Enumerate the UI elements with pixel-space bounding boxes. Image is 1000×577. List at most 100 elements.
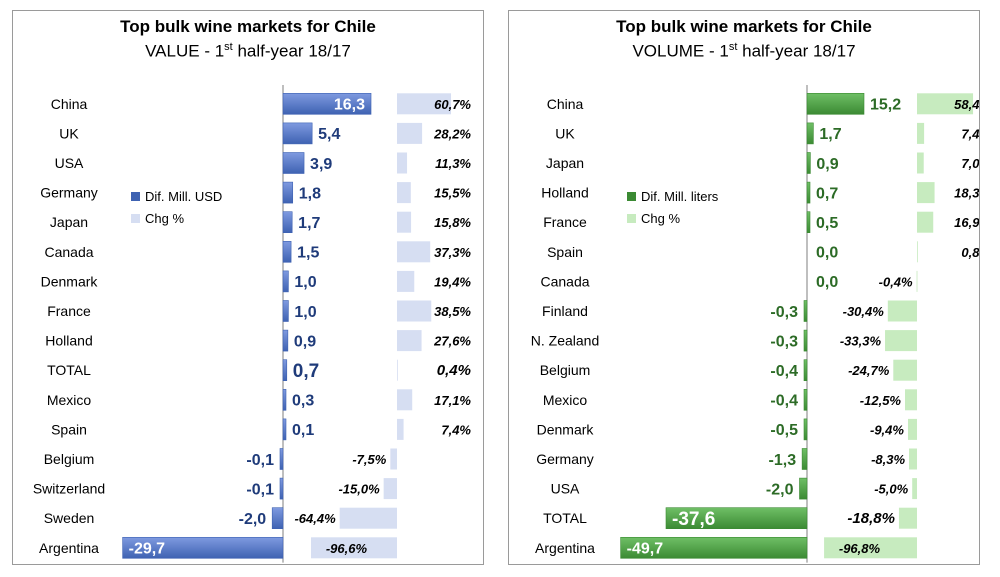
dif-bar-uk (806, 122, 814, 145)
chg-bar-holland (397, 330, 422, 352)
dif-label-china: 16,3 (334, 97, 365, 114)
chg-label-switzerland: -15,0% (338, 482, 380, 497)
chg-label-usa: -5,0% (874, 482, 908, 497)
chg-label-france: 38,5% (434, 304, 471, 319)
chg-label-argentina: -96,8% (839, 541, 881, 556)
dif-bar-total (665, 507, 808, 530)
dif-bar-holland (806, 181, 811, 204)
category-label-switzerland: Switzerland (33, 481, 105, 497)
category-label-total: TOTAL (47, 362, 91, 378)
dif-label-switzerland: -0,1 (246, 481, 274, 498)
chg-label-denmark: 19,4% (434, 274, 471, 289)
category-label-japan: Japan (546, 155, 584, 171)
chg-bar-denmark (397, 270, 415, 292)
chg-bar-china (397, 93, 452, 115)
category-label-china: China (547, 96, 584, 112)
legend-item-dif: Dif. Mill. USD (131, 185, 222, 207)
dif-label-holland: 0,7 (816, 185, 838, 202)
dif-bar-total (282, 359, 288, 382)
chg-label-germany: 15,5% (434, 186, 471, 201)
chg-label-mexico: 17,1% (434, 393, 471, 408)
legend-item-chg: Chg % (627, 207, 718, 229)
category-label-canada: Canada (540, 273, 589, 289)
dif-label-holland: 0,9 (294, 333, 316, 350)
dif-bar-argentina (620, 536, 808, 559)
chg-label-china: 60,7% (434, 97, 471, 112)
chg-label-france: 16,9% (954, 215, 979, 230)
value-chart-legend: Dif. Mill. USD Chg % (131, 185, 222, 229)
chg-bar-mexico (397, 389, 413, 411)
dif-label-germany: -1,3 (769, 452, 797, 469)
dif-bar-denmark (282, 270, 289, 293)
chg-bar-usa (397, 152, 408, 174)
dif-bar-france (806, 211, 811, 233)
category-label-germany: Germany (40, 185, 98, 201)
dif-label-uk: 1,7 (819, 126, 841, 143)
chg-bar-canada (916, 270, 918, 292)
dif-label-france: 1,0 (294, 304, 316, 321)
chg-label-canada: 37,3% (434, 245, 471, 260)
dif-label-spain: 0,1 (292, 422, 314, 439)
chg-bar-france (397, 300, 432, 322)
legend-swatch-dif (627, 191, 636, 201)
chg-bar-n-zealand (885, 330, 917, 352)
dif-label-china: 15,2 (870, 97, 901, 114)
chg-label-japan: 7,0% (961, 156, 979, 171)
chg-bar-china (917, 93, 974, 115)
chg-bar-spain (917, 241, 918, 263)
volume-chart-title: Top bulk wine markets for Chile (616, 17, 872, 36)
dif-label-france: 0,5 (816, 215, 838, 232)
chg-bar-spain (397, 418, 404, 440)
legend-swatch-dif (131, 191, 140, 201)
chg-bar-argentina (824, 537, 917, 559)
chg-label-canada: -0,4% (879, 274, 913, 289)
dif-bar-usa (799, 477, 808, 500)
chg-label-spain: 7,4% (441, 422, 471, 437)
chg-bar-uk (917, 122, 925, 144)
chg-label-mexico: -12,5% (860, 393, 902, 408)
chg-bar-germany (909, 448, 917, 470)
category-label-canada: Canada (44, 244, 93, 260)
dif-bar-belgium (279, 448, 284, 470)
chg-bar-france (917, 211, 934, 233)
legend-swatch-chg (131, 213, 140, 223)
category-label-holland: Holland (45, 333, 92, 349)
dif-bar-usa (282, 152, 305, 174)
chg-label-china: 58,4% (954, 97, 979, 112)
chg-bar-germany (397, 182, 411, 204)
legend-item-chg: Chg % (131, 207, 222, 229)
dif-bar-switzerland (279, 477, 284, 500)
dif-bar-canada (282, 241, 292, 263)
chg-bar-belgium (893, 359, 917, 381)
chg-label-total: -18,8% (847, 510, 895, 527)
chg-label-spain: 0,8% (961, 245, 979, 260)
category-label-china: China (51, 96, 88, 112)
dif-bar-france (282, 300, 289, 322)
chg-label-total: 0,4% (437, 362, 471, 379)
dif-bar-uk (282, 122, 313, 145)
dif-label-belgium: -0,4 (770, 363, 798, 380)
category-label-japan: Japan (50, 214, 88, 230)
value-chart-plot: China 16,3 60,7% UK 5,4 28,2% USA 3,9 11,3% Germa… (33, 85, 471, 563)
dif-label-japan: 0,9 (816, 156, 838, 173)
chg-label-argentina: -96,6% (326, 541, 368, 556)
chg-label-belgium: -24,7% (848, 363, 890, 378)
dif-label-finland: -0,3 (770, 304, 798, 321)
chg-label-sweden: -64,4% (294, 511, 336, 526)
category-label-argentina: Argentina (535, 540, 595, 556)
legend-label-dif: Dif. Mill. liters (641, 188, 719, 204)
dif-label-sweden: -2,0 (239, 511, 267, 528)
dif-bar-japan (806, 152, 811, 174)
chg-bar-mexico (905, 389, 917, 411)
legend-label-chg: Chg % (641, 210, 681, 226)
value-chart-title: Top bulk wine markets for Chile (120, 17, 376, 36)
dif-bar-germany (801, 448, 808, 470)
chg-bar-holland (917, 182, 935, 204)
category-label-denmark: Denmark (537, 421, 595, 437)
chg-bar-belgium (390, 448, 397, 470)
category-label-n-zealand: N. Zealand (531, 333, 599, 349)
chg-bar-japan (397, 211, 412, 233)
dif-label-denmark: -0,5 (770, 422, 798, 439)
chg-label-japan: 15,8% (434, 215, 471, 230)
chg-bar-japan (917, 152, 924, 174)
